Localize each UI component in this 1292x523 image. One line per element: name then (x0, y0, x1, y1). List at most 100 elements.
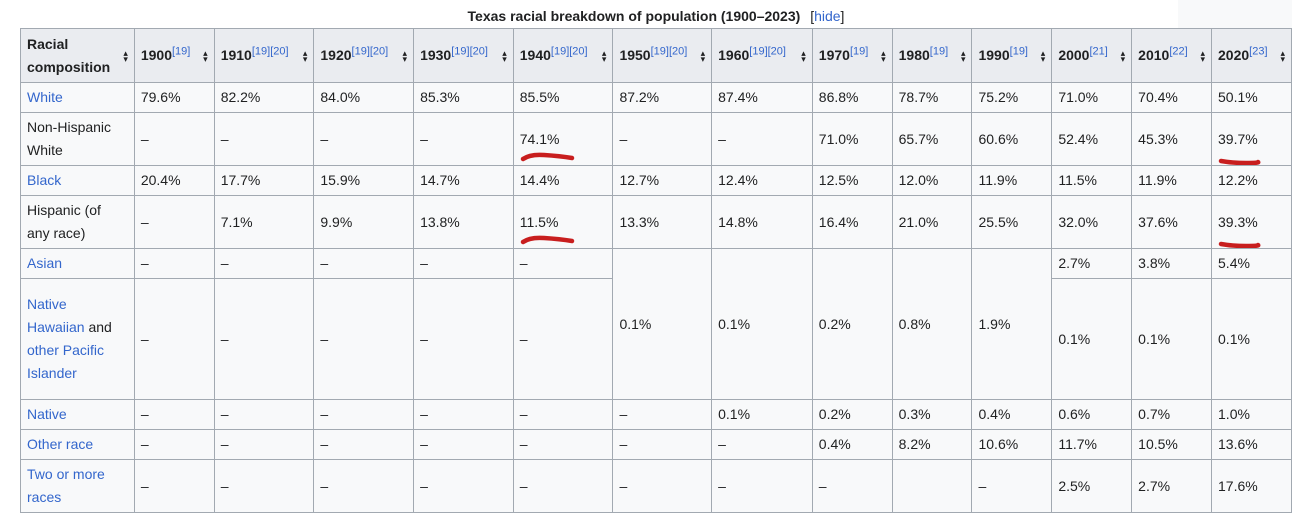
sort-icon[interactable]: ▴ ▾ (402, 47, 408, 64)
reference-link[interactable]: [19][20] (550, 45, 588, 58)
cell-value: – (140, 130, 149, 147)
sort-icon[interactable]: ▴ ▾ (960, 47, 966, 64)
sort-icon[interactable]: ▴ ▾ (502, 47, 507, 64)
column-header-1950[interactable]: 1950[19][20] ▴ ▾ (612, 28, 713, 83)
cell-nhwhite-2000: 52.4% (1051, 112, 1133, 166)
year-label: 2000 (1058, 47, 1090, 63)
hide-link[interactable]: hide (814, 8, 841, 24)
column-header-1970[interactable]: 1970[19] ▴ ▾ (811, 28, 893, 83)
cell-value: 87.4% (718, 89, 758, 105)
column-header-1910[interactable]: 1910[19][20] ▴ ▾ (213, 28, 315, 83)
reference-link[interactable]: [19][20] (749, 45, 786, 58)
column-header-2010[interactable]: 2010[22] ▴ ▾ (1131, 28, 1213, 83)
row-label-text: any race) (27, 225, 86, 241)
cell-native-2000: 0.6% (1051, 399, 1133, 430)
hide-toggle[interactable]: [hide] (810, 8, 845, 24)
cell-asian-2020: 5.4% (1211, 248, 1292, 279)
sort-icon[interactable]: ▴ ▾ (1200, 47, 1206, 64)
column-header-1990[interactable]: 1990[19] ▴ ▾ (971, 28, 1053, 83)
cell-value: 39.3% (1218, 213, 1258, 230)
cell-white-1940: 85.5% (512, 82, 614, 113)
column-header-year: 1920[19][20] (320, 44, 388, 67)
cell-other-1970: 0.4% (811, 429, 893, 460)
column-header-1960[interactable]: 1960[19][20] ▴ ▾ (711, 28, 813, 83)
cell-nhwhite-1940: 74.1% (512, 112, 614, 166)
reference-link[interactable]: [19][20] (251, 45, 289, 58)
cell-value: 7.1% (220, 213, 253, 230)
cell-hispanic-1990: 25.5% (971, 195, 1053, 249)
column-header-1980[interactable]: 1980[19] ▴ ▾ (891, 28, 973, 83)
cell-other-1900: – (133, 429, 215, 460)
sort-icon[interactable]: ▴ ▾ (302, 47, 308, 64)
sort-icon[interactable]: ▴ ▾ (700, 47, 706, 64)
row-label-nhwhite: Non-Hispanic White (20, 112, 135, 166)
cell-value: 11.7% (1058, 436, 1097, 452)
reference-link[interactable]: [19][20] (650, 45, 688, 58)
sort-icon[interactable]: ▴ ▾ (123, 47, 128, 64)
column-header-year: 1990[19] (978, 44, 1028, 67)
year-label: 1910 (220, 47, 252, 63)
cell-value: 52.4% (1058, 130, 1099, 147)
pacific-islander-link[interactable]: other Pacific Islander (27, 342, 105, 381)
cell-value: 0.4% (818, 436, 851, 452)
cell-other-1930: – (413, 429, 514, 460)
cell-white-1950: 87.2% (612, 82, 713, 113)
cell-asian-1900: – (133, 248, 215, 279)
cell-value: 39.7% (1218, 130, 1258, 147)
reference-link[interactable]: [19][20] (351, 45, 389, 58)
reference-link[interactable]: [19] (929, 45, 949, 58)
cell-value: – (619, 406, 628, 422)
column-header-1930[interactable]: 1930[19][20] ▴ ▾ (413, 28, 514, 83)
reference-link[interactable]: [22] (1169, 45, 1188, 58)
cell-value: – (718, 477, 726, 494)
reference-link[interactable]: [19][20] (451, 45, 488, 58)
cell-value: – (519, 255, 528, 271)
sort-icon[interactable]: ▴ ▾ (1040, 47, 1046, 64)
column-header-1920[interactable]: 1920[19][20] ▴ ▾ (313, 28, 415, 83)
row-link-native[interactable]: Native (27, 406, 67, 422)
cell-white-1900: 79.6% (133, 82, 215, 113)
sort-icon[interactable]: ▴ ▾ (203, 47, 208, 64)
cell-value: 85.5% (519, 89, 560, 105)
row-label-native: Native (20, 399, 135, 430)
cell-value: – (220, 330, 229, 347)
cell-two-2000: 2.5% (1051, 459, 1133, 513)
row-link-black[interactable]: Black (27, 172, 62, 188)
sort-icon[interactable]: ▴ ▾ (881, 47, 886, 64)
column-header-racial-composition[interactable]: Racial composition ▴ ▾ (20, 28, 135, 83)
sort-icon[interactable]: ▴ ▾ (801, 47, 806, 64)
sort-icon[interactable]: ▴ ▾ (601, 47, 607, 64)
cell-value: 15.9% (320, 172, 361, 188)
column-header-1900[interactable]: 1900[19] ▴ ▾ (133, 28, 215, 83)
sort-icon[interactable]: ▴ ▾ (1280, 47, 1285, 64)
row-label-two: Two or more races (20, 459, 135, 513)
column-header-2000[interactable]: 2000[21] ▴ ▾ (1051, 28, 1133, 83)
cell-value: 2.5% (1058, 477, 1091, 494)
reference-link[interactable]: [23] (1249, 45, 1268, 58)
sort-icon[interactable]: ▴ ▾ (1120, 47, 1126, 64)
native-hawaiian-link[interactable]: Native Hawaiian (27, 296, 85, 335)
cell-value: 13.8% (420, 213, 460, 230)
cell-value: 0.3% (898, 406, 931, 422)
row-link-other[interactable]: Other race (27, 436, 94, 452)
reference-link[interactable]: [19] (849, 45, 869, 58)
row-link-white[interactable]: White (27, 89, 63, 105)
cell-value: – (140, 213, 149, 230)
reference-link[interactable]: [19] (1009, 45, 1028, 58)
row-link-two[interactable]: Two or more races (27, 466, 105, 505)
row-label-hispanic: Hispanic (of any race) (20, 195, 135, 249)
column-header-year: 1980[19] (899, 44, 949, 67)
cell-value: – (420, 477, 428, 494)
table-row-black: Black 20.4% 17.7% 15.9% 14.7% 14.4% 12.7% 12.4%… (20, 165, 1292, 196)
cell-value: 85.3% (420, 89, 460, 105)
cell-value: 74.1% (519, 130, 560, 147)
cell-nhpi-2020: 0.1% (1211, 278, 1292, 400)
reference-link[interactable]: [19] (172, 45, 191, 58)
cell-value: – (420, 255, 428, 271)
cell-nhwhite-1970: 71.0% (811, 112, 893, 166)
year-label: 1920 (320, 47, 352, 63)
reference-link[interactable]: [21] (1089, 45, 1108, 58)
column-header-1940[interactable]: 1940[19][20] ▴ ▾ (512, 28, 614, 83)
row-link-asian[interactable]: Asian (27, 255, 63, 271)
column-header-2020[interactable]: 2020[23] ▴ ▾ (1211, 28, 1292, 83)
